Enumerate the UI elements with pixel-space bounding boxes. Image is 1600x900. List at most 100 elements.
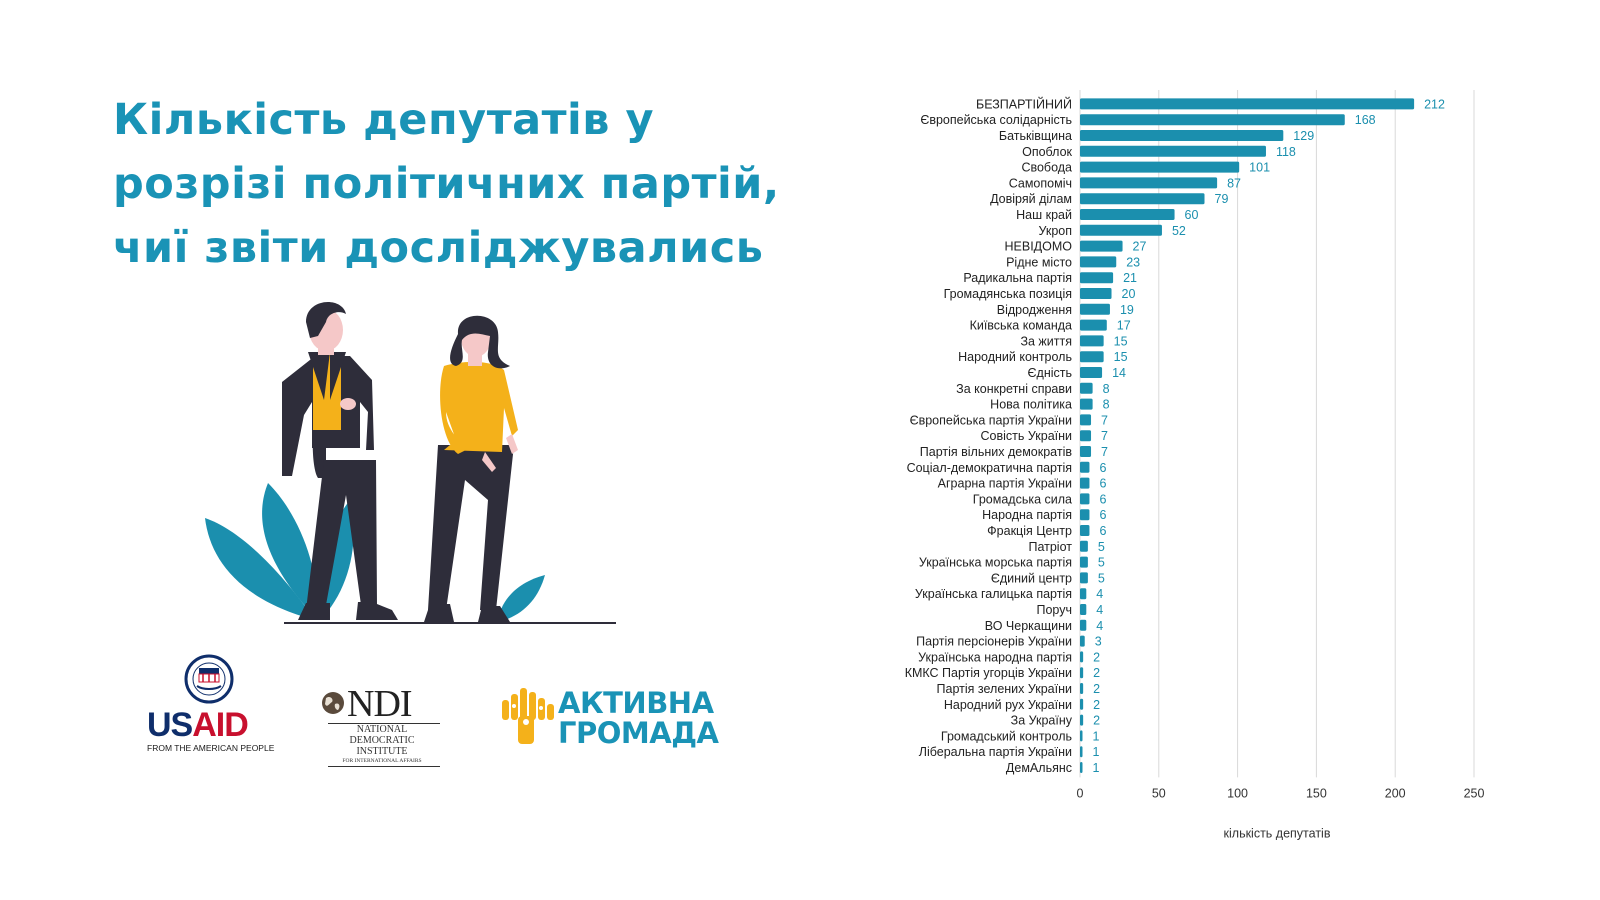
bar [1080,556,1088,568]
bar [1080,272,1114,284]
value-label: 7 [1101,413,1108,427]
bar [1080,351,1104,363]
bar [1080,730,1083,742]
aktyvna-hromada-logo: АКТИВНА ГРОМАДА [500,686,730,756]
usaid-tagline: FROM THE AMERICAN PEOPLE [147,743,275,753]
category-label: Нова політика [990,398,1072,412]
bar [1080,430,1092,442]
bar [1080,209,1175,220]
category-label: Свобода [1021,161,1072,175]
value-label: 7 [1101,429,1108,443]
value-label: 19 [1120,303,1134,317]
category-label: Патріот [1028,540,1072,554]
category-label: НЕВІДОМО [1005,240,1073,254]
bar [1080,493,1090,505]
category-label: Єдиний центр [991,571,1072,585]
category-label: Батьківщина [999,129,1072,143]
x-axis-label: кількість депутатів [1224,826,1331,840]
woman-figure-icon [424,315,518,622]
category-label: Аграрна партія України [938,477,1072,491]
usaid-seal-icon [184,654,234,704]
category-label: Рідне місто [1006,255,1072,269]
value-label: 15 [1114,350,1128,364]
value-label: 8 [1103,382,1110,396]
bar [1080,177,1218,189]
value-label: 20 [1122,287,1136,301]
bar [1080,382,1093,394]
value-label: 6 [1099,524,1106,538]
value-label: 1 [1093,745,1100,759]
value-label: 118 [1276,145,1296,159]
category-label: Радикальна партія [963,271,1072,285]
title-line-2: розрізі політичних партій, [113,159,780,209]
man-figure-icon [282,302,398,620]
bar [1080,477,1090,489]
value-label: 101 [1249,161,1270,175]
bar [1080,367,1103,378]
bar [1080,130,1284,141]
category-label: Відродження [997,303,1072,317]
ndi-subtitle: FOR INTERNATIONAL AFFAIRS [342,758,422,764]
value-label: 5 [1098,556,1105,570]
value-label: 60 [1185,208,1199,222]
category-label: Партія персіонерів України [916,635,1072,649]
value-label: 23 [1126,255,1140,269]
category-label: Народна партія [982,508,1072,522]
bar [1080,256,1117,268]
value-label: 1 [1093,761,1100,775]
bar [1080,446,1092,457]
bar [1080,114,1345,126]
category-label: Поруч [1036,603,1072,617]
value-label: 2 [1093,698,1100,712]
value-label: 21 [1123,271,1137,285]
value-label: 4 [1096,603,1103,617]
bar [1080,335,1104,347]
value-label: 17 [1117,319,1131,333]
bar [1080,461,1090,473]
bar [1080,303,1110,315]
bar [1080,683,1084,694]
category-label: Європейська партія України [910,413,1072,427]
x-tick-label: 50 [1152,786,1166,800]
x-tick-label: 200 [1385,786,1406,800]
category-label: Українська галицька партія [915,587,1072,601]
bar [1080,698,1084,710]
category-label: Єдність [1028,366,1072,380]
value-label: 8 [1103,398,1110,412]
category-label: БЕЗПАРТІЙНИЙ [976,96,1072,111]
value-label: 2 [1093,666,1100,680]
bar [1080,193,1205,205]
value-label: 129 [1293,129,1314,143]
value-label: 212 [1424,97,1445,111]
category-label: Громадська сила [973,492,1072,506]
bar [1080,746,1083,758]
category-label: Фракція Центр [987,524,1072,538]
value-label: 7 [1101,445,1108,459]
title-line-3: чиї звіти досліджувались [113,223,764,273]
bar [1080,398,1093,410]
category-label: Громадський контроль [941,729,1072,743]
category-label: Ліберальна партія України [919,745,1072,759]
raised-hands-icon [502,688,554,744]
category-label: Українська морська партія [919,556,1072,570]
category-label: Опоблок [1022,145,1072,159]
x-tick-label: 0 [1077,786,1084,800]
bar [1080,98,1415,110]
bar [1080,667,1084,679]
value-label: 3 [1095,635,1102,649]
bar [1080,161,1240,173]
value-label: 6 [1099,477,1106,491]
category-label: Громадянська позиція [944,287,1072,301]
value-label: 5 [1098,571,1105,585]
value-label: 79 [1215,192,1229,206]
value-label: 15 [1114,334,1128,348]
category-label: За Україну [1011,714,1073,728]
globe-icon [322,692,344,714]
value-label: 4 [1096,587,1103,601]
category-label: Укроп [1038,224,1072,238]
bar [1080,509,1090,521]
x-tick-label: 250 [1464,786,1485,800]
value-label: 2 [1093,714,1100,728]
category-label: Народний рух України [944,698,1072,712]
